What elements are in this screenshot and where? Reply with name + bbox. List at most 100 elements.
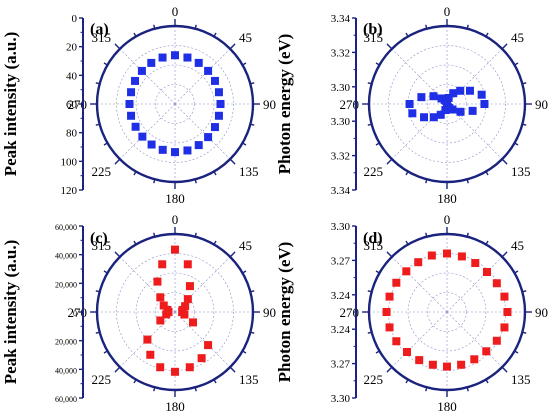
panel-label: (b) [363,21,383,38]
angle-tick-mark [466,179,469,184]
data-point [158,260,167,269]
radial-tick-label: 20,000 [55,338,77,347]
data-point [457,252,466,261]
angle-tick-mark [242,62,247,66]
data-point [465,86,474,95]
grid-circle [135,64,215,144]
angle-tick-mark [194,387,197,392]
angle-tick-mark [242,350,247,354]
data-point [477,90,486,99]
data-point [402,267,411,276]
data-point [147,140,156,149]
angle-tick-mark [501,251,508,258]
angle-tick-mark [95,290,100,293]
radial-tick-label: 3.34 [331,185,351,197]
radial-tick-label: 60,000 [55,395,77,404]
angle-tick-mark [522,123,527,126]
grid-spoke [391,256,448,313]
data-point [127,88,136,97]
angle-label-225: 225 [364,164,384,179]
radial-tick-label: 3.24 [331,324,351,336]
data-point [185,282,194,291]
angle-label-180: 180 [437,399,457,414]
data-point [156,363,165,372]
angle-label-45: 45 [239,30,252,45]
data-point [214,88,223,97]
angle-tick-mark [514,142,519,146]
angle-label-315: 315 [364,238,384,253]
data-point [204,341,213,350]
radial-tick-label: 20 [66,42,78,54]
angle-tick-mark [425,232,428,237]
data-point [457,360,466,369]
data-point [405,100,414,108]
angle-tick-mark [501,158,508,165]
data-point [156,293,165,302]
angle-label-225: 225 [92,164,112,179]
angle-tick-mark [153,232,156,237]
angle-label-90: 90 [535,97,548,112]
radial-tick-label: 3.27 [331,359,351,371]
angle-tick-mark [485,240,489,245]
grid-circle [116,253,234,371]
angle-tick-mark [133,171,137,176]
data-point [385,323,394,332]
data-point [204,133,213,142]
angle-tick-mark [194,24,197,29]
radial-tick-label: 3.32 [331,151,350,163]
angle-tick-mark [386,251,393,258]
radial-tick-label: 0 [72,13,78,25]
angle-tick-mark [153,24,156,29]
angle-label-45: 45 [239,238,252,253]
angle-label-315: 315 [92,238,112,253]
data-point [382,308,391,316]
panel-label: (d) [363,230,383,247]
grid-spoke [446,256,503,313]
data-point [125,100,134,108]
data-point [427,251,436,260]
data-point [442,96,451,105]
grid-spoke [119,311,176,368]
grid-circle [427,292,467,332]
angle-label-270: 270 [340,97,360,112]
angle-tick-mark [466,24,469,29]
grid-spoke [174,48,231,105]
data-point [183,146,192,155]
data-point [482,268,491,277]
angle-tick-mark [242,142,247,146]
radial-tick-label: 3.27 [331,255,351,267]
angle-tick-mark [522,331,527,334]
data-point [385,292,394,301]
angle-tick-mark [501,43,508,50]
angle-label-270: 270 [68,305,88,320]
grid-spoke [119,103,176,160]
data-point [436,110,445,119]
data-point [210,76,219,85]
grid-circle [155,292,195,332]
grid-spoke [119,48,176,105]
angle-tick-mark [367,331,372,334]
angle-label-0: 0 [444,4,451,19]
data-point [159,301,168,310]
angle-tick-mark [153,387,156,392]
angle-tick-mark [194,179,197,184]
data-point [131,122,140,131]
y-axis-title: Photon energy (eV) [275,34,294,175]
angle-tick-mark [405,240,409,245]
angle-label-135: 135 [511,372,531,387]
angle-tick-mark [514,270,519,274]
data-point [415,356,424,365]
angle-label-135: 135 [239,164,259,179]
angle-label-90: 90 [263,97,276,112]
y-axis-title: Peak intensity (a.u.) [1,240,20,385]
data-point [171,51,179,60]
data-point [197,354,206,363]
angle-tick-mark [103,142,108,146]
data-point [210,123,219,132]
data-point [428,360,437,369]
angle-label-315: 315 [364,30,384,45]
angle-tick-mark [386,158,393,165]
angle-tick-mark [242,270,247,274]
radial-tick-label: 80 [66,128,78,140]
polar-panel-2: 0 45 90 135 180 225 270 315 3.34 3.32 3.30 3.30 3.32… [275,4,548,206]
